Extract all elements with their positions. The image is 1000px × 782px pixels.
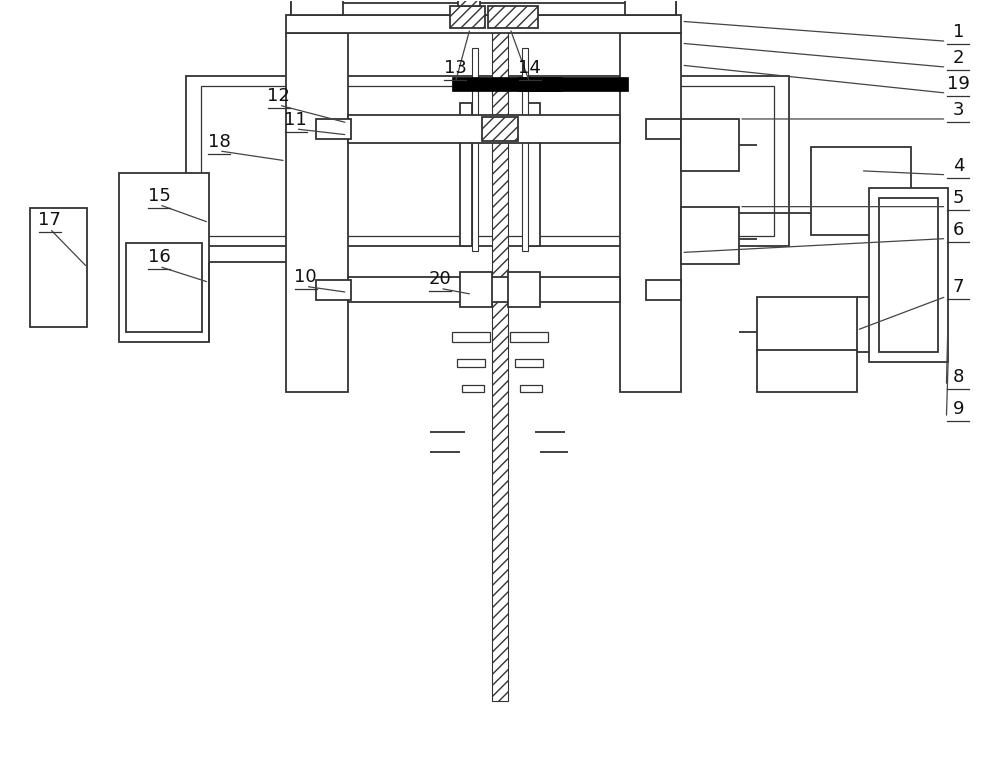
Bar	[458, 0, 480, 6]
Bar	[869, 188, 948, 362]
Bar	[879, 198, 938, 352]
Bar	[291, 3, 676, 16]
Bar	[681, 119, 739, 170]
Text: 13: 13	[444, 59, 467, 77]
Bar	[646, 281, 681, 300]
Bar	[508, 272, 540, 307]
Bar	[291, 0, 343, 16]
Bar	[286, 34, 348, 392]
Text: 6: 6	[953, 221, 964, 239]
Bar	[30, 208, 87, 327]
Bar	[518, 77, 628, 91]
Text: 2: 2	[953, 49, 964, 67]
Bar	[528, 103, 540, 246]
Bar	[450, 6, 485, 28]
Bar	[811, 147, 911, 235]
Bar	[515, 359, 543, 367]
Text: 8: 8	[953, 368, 964, 386]
Bar	[625, 0, 676, 16]
Text: 10: 10	[294, 268, 317, 286]
Bar	[201, 86, 774, 235]
Text: 11: 11	[284, 111, 307, 129]
Bar	[520, 385, 542, 392]
Bar	[348, 115, 620, 143]
Text: 3: 3	[953, 101, 964, 119]
Bar	[460, 272, 492, 307]
Bar	[286, 16, 681, 34]
Text: 18: 18	[208, 133, 230, 151]
Bar	[522, 48, 528, 250]
Bar	[186, 76, 789, 246]
Bar	[452, 77, 562, 91]
Bar	[316, 281, 351, 300]
Bar	[462, 385, 484, 392]
Text: 7: 7	[953, 278, 964, 296]
Bar	[472, 48, 478, 250]
Bar	[757, 297, 857, 352]
Text: 20: 20	[429, 271, 452, 289]
Bar	[681, 206, 739, 264]
Text: 15: 15	[148, 187, 171, 205]
Text: 1: 1	[953, 23, 964, 41]
Bar	[316, 119, 351, 139]
Bar	[488, 6, 538, 28]
Text: 12: 12	[267, 87, 290, 105]
Text: 16: 16	[148, 249, 171, 267]
Bar	[348, 278, 620, 303]
Bar	[510, 332, 548, 343]
Bar	[126, 242, 202, 332]
Bar	[457, 359, 485, 367]
Text: 14: 14	[518, 59, 541, 77]
Bar	[460, 103, 472, 246]
Bar	[646, 119, 681, 139]
Bar	[119, 173, 209, 343]
Text: 17: 17	[38, 210, 61, 228]
Bar	[452, 332, 490, 343]
Text: 9: 9	[953, 400, 964, 418]
Bar	[482, 117, 518, 141]
Bar	[757, 350, 857, 392]
Bar	[492, 23, 508, 701]
Bar	[620, 34, 681, 392]
Text: 5: 5	[953, 188, 964, 206]
Text: 4: 4	[953, 156, 964, 174]
Text: 19: 19	[947, 75, 970, 93]
